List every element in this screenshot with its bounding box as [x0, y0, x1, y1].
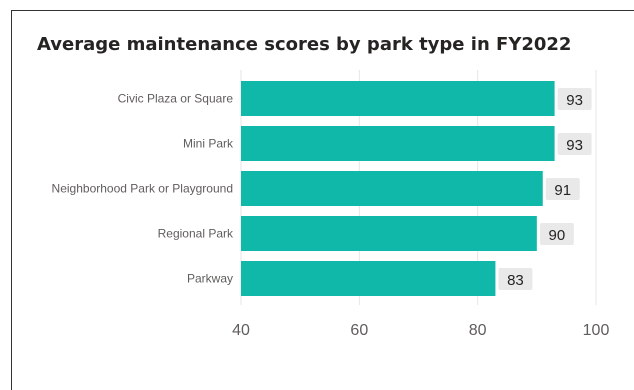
category-labels: Civic Plaza or Square Mini Park Neighborho…	[52, 92, 234, 286]
chart-title: Average maintenance scores by park type …	[37, 34, 572, 55]
bar-1[interactable]	[241, 126, 555, 161]
data-label-4: 83	[507, 272, 524, 289]
x-tick-label-40: 40	[232, 322, 250, 339]
data-label-bg-4	[498, 268, 533, 290]
data-label-3: 90	[548, 227, 565, 244]
category-label-0: Civic Plaza or Square	[118, 92, 234, 106]
data-label-bg-2	[545, 178, 580, 200]
data-label-2: 91	[554, 182, 571, 199]
x-tick-label-60: 60	[350, 322, 368, 339]
x-tick-label-80: 80	[469, 322, 487, 339]
bar-4[interactable]	[241, 261, 496, 296]
category-label-1: Mini Park	[183, 137, 234, 151]
bar-3[interactable]	[241, 216, 537, 251]
x-axis-ticks: 40 60 80 100	[232, 322, 609, 339]
category-label-3: Regional Park	[158, 227, 234, 241]
bar-chart: 93 93 91 90 83 Civic Plaza or Square Mini Par…	[52, 70, 609, 339]
bars	[241, 81, 555, 296]
category-label-4: Parkway	[187, 272, 233, 286]
bar-2[interactable]	[241, 171, 543, 206]
data-label-bg-1	[557, 133, 592, 155]
data-label-1: 93	[566, 137, 583, 154]
data-label-bg-0	[557, 88, 592, 110]
data-label-bg-3	[539, 223, 574, 245]
category-label-2: Neighborhood Park or Playground	[52, 182, 233, 196]
bar-0[interactable]	[241, 81, 555, 116]
x-tick-label-100: 100	[583, 322, 610, 339]
data-label-0: 93	[566, 92, 583, 109]
data-labels: 93 93 91 90 83	[498, 88, 592, 290]
